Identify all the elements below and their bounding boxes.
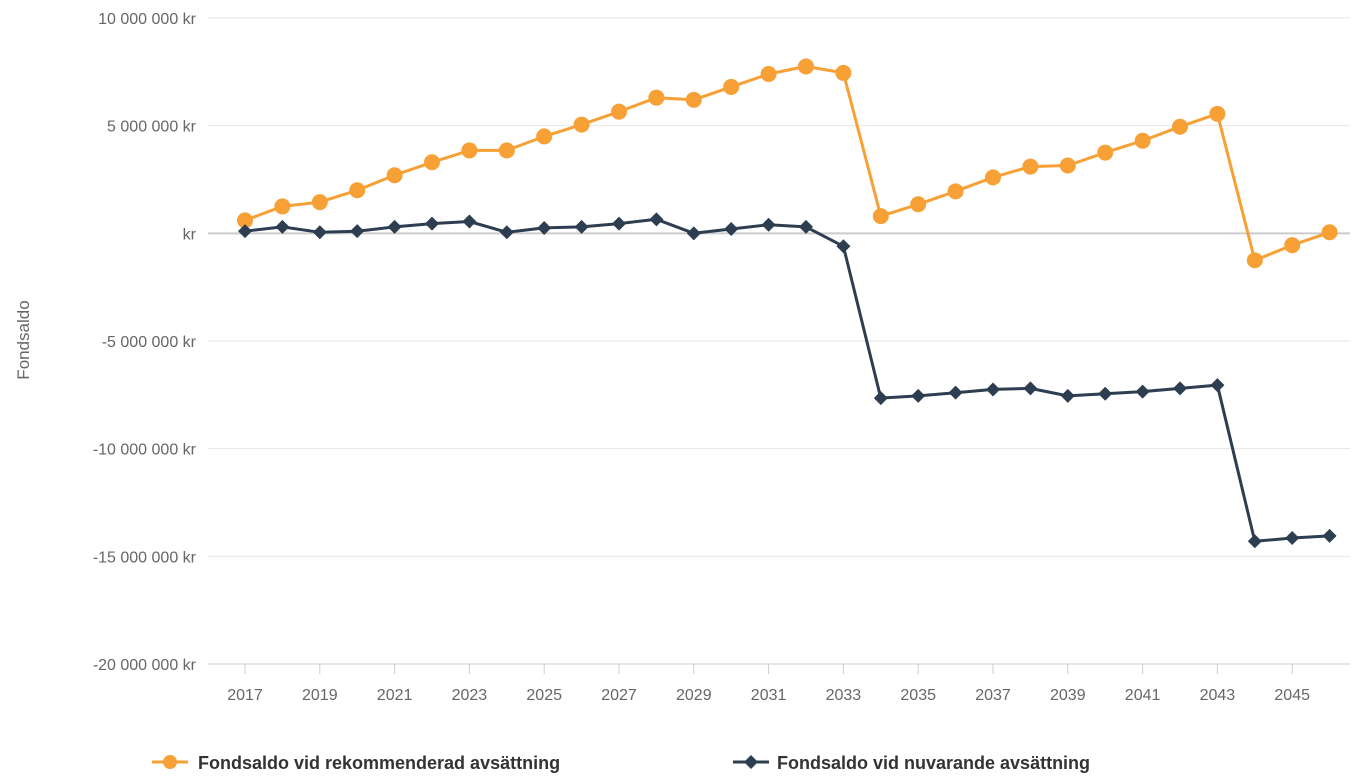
x-tick-label: 2033: [826, 687, 862, 704]
x-tick-label: 2027: [601, 687, 637, 704]
data-point[interactable]: [461, 142, 478, 159]
data-point[interactable]: [499, 225, 514, 240]
data-point[interactable]: [1022, 158, 1039, 175]
y-tick-label: 10 000 000 kr: [98, 11, 197, 28]
data-point[interactable]: [1172, 118, 1188, 135]
data-point[interactable]: [761, 217, 776, 232]
series-line-2: [243, 217, 1332, 543]
data-point[interactable]: [1209, 105, 1226, 122]
data-point[interactable]: [1135, 384, 1150, 399]
x-tick-label: 2019: [302, 687, 338, 704]
data-point[interactable]: [1059, 157, 1076, 174]
data-point[interactable]: [723, 78, 740, 95]
data-point[interactable]: [648, 89, 665, 106]
x-tick-label: 2045: [1274, 687, 1310, 704]
y-axis-title: Fondsaldo: [14, 300, 33, 379]
data-point[interactable]: [836, 239, 851, 254]
data-point[interactable]: [724, 222, 739, 237]
x-tick-label: 2021: [377, 687, 413, 704]
data-point[interactable]: [498, 142, 515, 159]
series-lines: [243, 64, 1332, 543]
data-point[interactable]: [685, 91, 702, 108]
data-point[interactable]: [1098, 386, 1113, 401]
data-point[interactable]: [537, 220, 552, 235]
data-point[interactable]: [947, 183, 964, 200]
data-point[interactable]: [1210, 378, 1225, 393]
data-point[interactable]: [649, 212, 664, 227]
data-point[interactable]: [312, 225, 327, 240]
legend-label: Fondsaldo vid rekommenderad avsättning: [198, 753, 560, 773]
data-point[interactable]: [985, 169, 1001, 186]
axes: 10 000 000 kr 5 000 000 kr kr -5 000 000 kr…: [93, 11, 1350, 704]
data-point[interactable]: [349, 182, 366, 199]
x-tick-label: 2043: [1200, 687, 1236, 704]
data-point[interactable]: [1322, 528, 1337, 543]
series-markers: [237, 58, 1338, 549]
grid-lines: [208, 17, 1350, 557]
x-tick-label: 2039: [1050, 687, 1086, 704]
legend-circle-icon: [163, 755, 177, 769]
legend-item-1[interactable]: Fondsaldo vid rekommenderad avsättning: [152, 753, 560, 773]
legend-item-2[interactable]: Fondsaldo vid nuvarande avsättning: [733, 753, 1090, 773]
data-point[interactable]: [424, 154, 440, 171]
x-tick-label: 2035: [900, 687, 936, 704]
data-point[interactable]: [911, 388, 926, 403]
y-tick-label: -5 000 000 kr: [102, 334, 197, 351]
x-tick-label: 2037: [975, 687, 1011, 704]
data-point[interactable]: [237, 212, 253, 229]
data-point[interactable]: [425, 216, 439, 231]
x-tick-label: 2025: [526, 687, 562, 704]
data-point[interactable]: [948, 385, 963, 400]
y-tick-label: 5 000 000 kr: [107, 119, 197, 136]
data-point[interactable]: [1134, 132, 1151, 149]
data-point[interactable]: [1284, 237, 1301, 254]
data-point[interactable]: [686, 226, 701, 241]
x-tick-label: 2041: [1125, 687, 1161, 704]
data-point[interactable]: [799, 219, 813, 234]
data-point[interactable]: [462, 214, 477, 229]
data-point[interactable]: [798, 58, 814, 75]
data-point[interactable]: [986, 382, 1000, 397]
y-tick-label: -15 000 000 kr: [93, 549, 197, 566]
data-point[interactable]: [872, 208, 889, 225]
data-point[interactable]: [1246, 252, 1263, 269]
data-point[interactable]: [910, 196, 927, 213]
data-point[interactable]: [274, 198, 291, 215]
data-point[interactable]: [573, 116, 590, 133]
x-tick-label: 2031: [751, 687, 787, 704]
y-tick-label: -10 000 000 kr: [93, 442, 197, 459]
x-tick-label: 2023: [452, 687, 488, 704]
data-point[interactable]: [760, 65, 777, 82]
y-tick-label: -20 000 000 kr: [93, 657, 197, 674]
data-point[interactable]: [311, 194, 328, 211]
data-point[interactable]: [1097, 144, 1114, 161]
data-point[interactable]: [611, 103, 627, 120]
data-point[interactable]: [350, 224, 365, 239]
data-point[interactable]: [574, 219, 589, 234]
x-tick-label: 2029: [676, 687, 712, 704]
x-tick-label: 2017: [227, 687, 263, 704]
data-point[interactable]: [387, 219, 402, 234]
data-point[interactable]: [386, 167, 403, 184]
series-line-1: [243, 64, 1332, 262]
data-point[interactable]: [835, 64, 852, 81]
data-point[interactable]: [275, 219, 290, 234]
data-point[interactable]: [1285, 531, 1300, 546]
data-point[interactable]: [238, 224, 252, 239]
y-tick-label: kr: [183, 226, 197, 243]
data-point[interactable]: [612, 216, 626, 231]
data-point[interactable]: [536, 128, 553, 145]
data-point[interactable]: [873, 391, 888, 406]
data-point[interactable]: [1060, 388, 1075, 403]
data-point[interactable]: [1023, 381, 1038, 396]
data-point[interactable]: [1321, 224, 1338, 241]
legend-label: Fondsaldo vid nuvarande avsättning: [777, 753, 1090, 773]
legend-diamond-icon: [744, 755, 758, 769]
legend: Fondsaldo vid rekommenderad avsättning Fo…: [152, 753, 1090, 773]
data-point[interactable]: [1173, 381, 1187, 396]
data-point[interactable]: [1247, 534, 1262, 549]
